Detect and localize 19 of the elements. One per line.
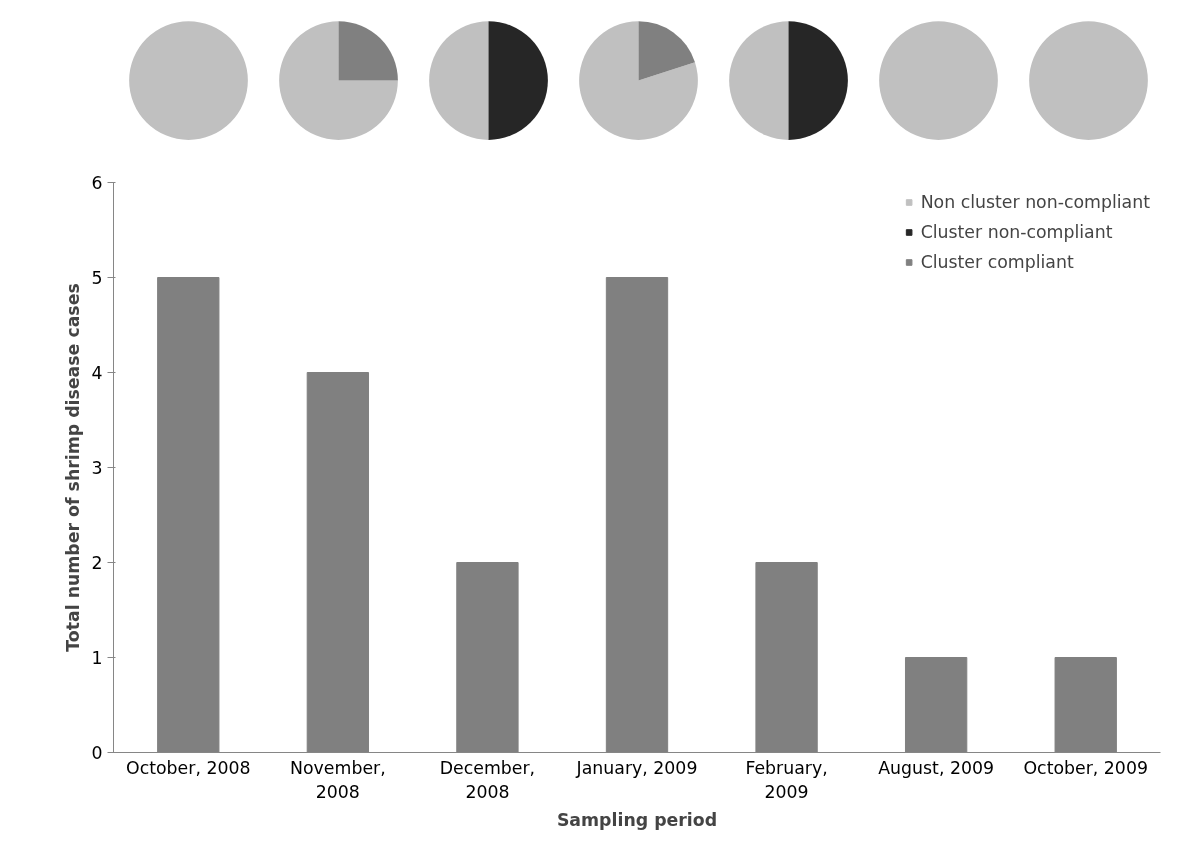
x-tick-label: August, 2009 (878, 757, 995, 778)
x-tick-label: December, 2008 (439, 757, 536, 802)
x-tick-label: January, 2009 (575, 757, 698, 778)
y-tick-label: 4 (91, 363, 103, 383)
x-tick-label: February, 2009 (745, 757, 828, 802)
y-tick-label: 0 (91, 743, 103, 763)
y-tick-label: 1 (91, 648, 103, 668)
y-tick-label: 2 (91, 553, 103, 573)
legend-label: Non cluster non-compliant (920, 192, 1150, 212)
x-tick-label: October, 2008 (126, 757, 251, 778)
x-tick-label: October, 2009 (1023, 757, 1148, 778)
x-axis-title: Sampling period (556, 809, 718, 830)
y-tick-label: 6 (91, 173, 103, 193)
y-axis-title: Total number of shrimp disease cases (63, 283, 84, 652)
legend-label: Cluster compliant (920, 252, 1074, 272)
x-tick-label: November, 2008 (290, 757, 386, 802)
legend-label: Cluster non-compliant (920, 222, 1113, 242)
y-tick-label: 3 (91, 458, 103, 478)
y-tick-label: 5 (91, 268, 103, 288)
